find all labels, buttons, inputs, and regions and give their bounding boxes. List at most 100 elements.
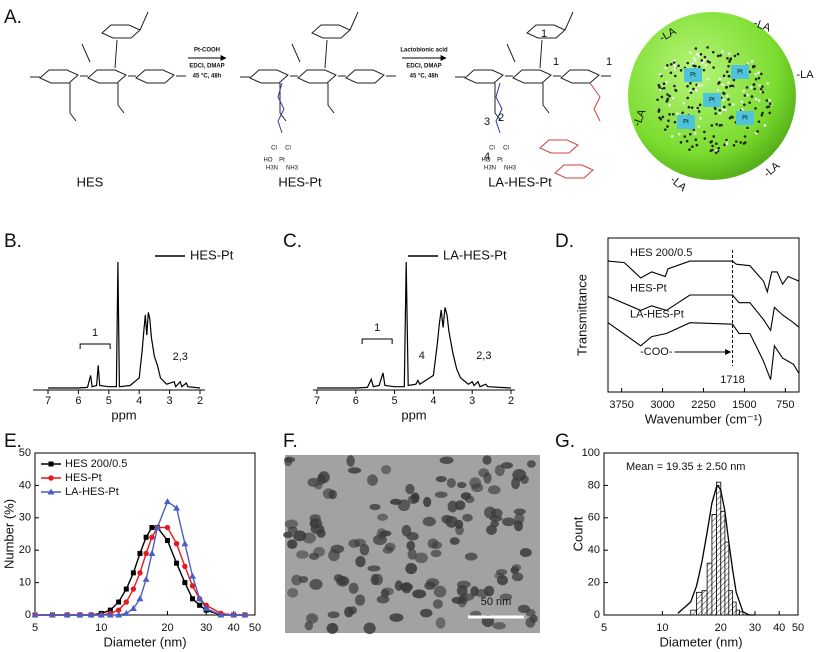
- x-tick-label: 50: [792, 622, 804, 634]
- marker: [148, 549, 156, 556]
- histogram-bar: [701, 590, 708, 616]
- peak-annotation: 4: [419, 350, 425, 362]
- polymer-dot: [689, 51, 692, 55]
- tem-particle: [326, 622, 339, 634]
- tem-particle: [446, 478, 456, 488]
- x-tick-label: 20: [715, 622, 727, 634]
- polymer-dot: [706, 46, 709, 49]
- polymer-dot: [713, 106, 717, 110]
- x-tick-label: 3: [167, 395, 173, 407]
- polymer-dot: [709, 149, 713, 152]
- marker: [115, 611, 123, 618]
- polymer-dot: [759, 87, 763, 91]
- sugar-ring: [101, 24, 141, 39]
- polymer-dot: [666, 93, 669, 96]
- tem-particle: [291, 574, 303, 586]
- polymer-dot: [715, 123, 718, 126]
- polymer-dot: [711, 144, 714, 148]
- histogram-bar: [720, 510, 726, 616]
- tem-particle: [433, 585, 447, 598]
- polymer-dot: [665, 80, 668, 84]
- pt-label: Pt: [737, 70, 743, 76]
- tem-particle: [389, 613, 404, 622]
- tem-particle: [439, 456, 454, 465]
- marker: [173, 504, 181, 511]
- marker: [48, 611, 56, 618]
- polymer-dot: [679, 69, 683, 72]
- y-tick-label: 20: [19, 544, 31, 556]
- polymer-dot: [722, 92, 726, 95]
- sugar-ring: [345, 69, 385, 84]
- polymer-dot: [676, 112, 679, 115]
- polymer-dot: [703, 55, 707, 59]
- tem-particle: [376, 595, 390, 604]
- marker: [123, 586, 129, 592]
- y-tick-label: 50: [19, 447, 31, 459]
- tem-particle: [284, 456, 296, 463]
- x-tick-label: 2: [508, 395, 514, 407]
- mean-annotation: Mean = 19.35 ± 2.50 nm: [626, 461, 745, 473]
- polymer-dot: [683, 135, 687, 138]
- x-axis-label: ppm: [401, 407, 426, 422]
- tem-particle: [482, 455, 492, 465]
- sugar-ring: [512, 69, 552, 84]
- polymer-dot: [748, 70, 752, 74]
- polymer-dot: [748, 101, 751, 104]
- tem-particle: [327, 611, 340, 619]
- polymer-dot: [741, 108, 744, 111]
- polymer-dot: [689, 91, 693, 94]
- fit-curve: [677, 484, 755, 616]
- spectrum-line: [317, 261, 512, 389]
- polymer-dot: [717, 82, 720, 85]
- polymer-dot: [766, 81, 769, 85]
- bracket: [361, 338, 393, 344]
- pt-group-atom: HO: [264, 158, 273, 164]
- polymer-dot: [749, 86, 753, 89]
- pt-group-atom: NH3: [504, 166, 517, 172]
- marker: [182, 563, 188, 570]
- polymer-dot: [726, 57, 729, 60]
- sugar-ring: [560, 69, 600, 84]
- tem-particle: [462, 513, 473, 522]
- sugar-ring: [539, 139, 579, 154]
- tem-particle: [511, 477, 521, 490]
- histogram-bar: [711, 514, 717, 616]
- polymer-dot: [723, 143, 726, 147]
- polymer-dot: [743, 103, 746, 107]
- tem-particle: [519, 548, 532, 558]
- tem-particle: [397, 499, 411, 512]
- marker: [143, 550, 149, 557]
- marker: [163, 498, 171, 505]
- marker: [196, 595, 204, 602]
- polymer-dot: [666, 64, 669, 67]
- polymer-dot: [754, 72, 758, 76]
- marker: [202, 605, 210, 612]
- plot-frame: [34, 452, 256, 616]
- legend-label: HES 200/0.5: [65, 458, 127, 470]
- tem-particle: [333, 574, 344, 582]
- polymer-dot: [691, 145, 694, 149]
- x-tick-label: 7: [45, 395, 51, 407]
- marker: [137, 550, 143, 556]
- polymer-dot: [689, 81, 692, 85]
- polymer-dot: [740, 100, 744, 104]
- x-tick-label: 50: [249, 622, 261, 634]
- polymer-dot: [722, 74, 726, 78]
- polymer-dot: [703, 59, 706, 62]
- polymer-dot: [722, 105, 726, 109]
- polymer-dot: [699, 52, 703, 56]
- pt-group-atom: Pt: [497, 158, 503, 164]
- polymer-dot: [712, 50, 715, 54]
- polymer-dot: [714, 151, 718, 155]
- x-tick-label: 5: [32, 622, 38, 634]
- sugar-ring: [135, 69, 175, 84]
- pt-group-atom: Pt: [279, 158, 285, 164]
- ligand-label: -LA: [752, 17, 773, 34]
- reaction-condition: EDCI, DMAP: [406, 64, 441, 70]
- sugar-ring: [39, 69, 79, 84]
- sugar-ring: [87, 69, 127, 84]
- ligand-label: -LA: [762, 159, 783, 180]
- polymer-dot: [682, 101, 685, 105]
- tem-particle: [455, 525, 464, 536]
- marker: [31, 611, 39, 618]
